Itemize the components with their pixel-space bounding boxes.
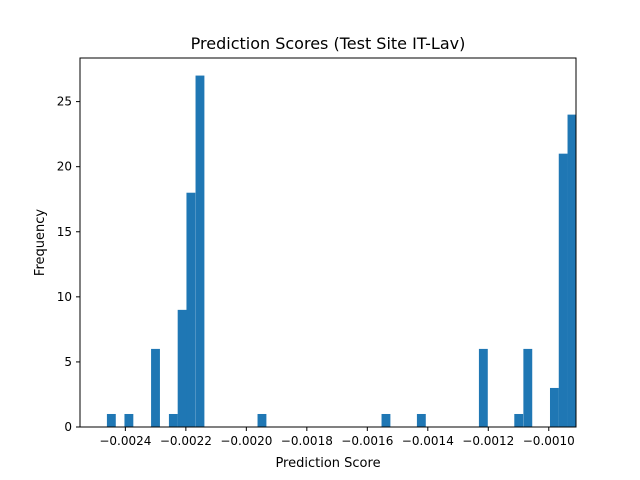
plot-frame [79,57,577,428]
x-axis-label: Prediction Score [275,456,380,471]
histogram-bar [195,75,205,428]
y-axis-label: Frequency [33,209,48,276]
histogram-bar [381,413,391,427]
histogram-bar [177,309,187,427]
y-tick-label: 15 [57,225,72,239]
x-tick-label: −0.0016 [341,434,393,448]
x-tick-label: −0.0014 [402,434,454,448]
histogram-bar [549,387,559,427]
histogram-bar [523,348,533,427]
x-tick-label: −0.0024 [99,434,151,448]
histogram-bar [257,413,267,427]
y-tick-label: 25 [57,95,72,109]
histogram-bars [106,75,577,428]
chart-title: Prediction Scores (Test Site IT-Lav) [191,34,466,53]
y-tick-label: 0 [64,420,72,434]
y-tick-label: 10 [57,290,72,304]
histogram-bar [558,153,568,427]
x-axis-ticks: −0.0024 −0.0022 −0.0020 −0.0018 −0.0016 −0.00… [99,427,575,448]
x-tick-label: −0.0018 [281,434,333,448]
histogram-bar [478,348,488,427]
histogram-bar [567,114,577,427]
x-tick-label: −0.0022 [160,434,212,448]
histogram-bar [151,348,160,427]
y-tick-label: 5 [64,355,72,369]
histogram-bar [514,413,524,427]
x-tick-label: −0.0010 [523,434,575,448]
y-tick-label: 20 [57,160,72,174]
histogram-bar [124,413,134,427]
x-tick-label: −0.0012 [462,434,514,448]
y-axis-ticks: 0 5 10 15 20 25 [57,95,80,434]
histogram-bar [106,413,116,427]
x-tick-label: −0.0020 [220,434,272,448]
histogram-bar [168,413,178,427]
histogram-bar [416,413,426,427]
histogram-bar [186,192,196,427]
